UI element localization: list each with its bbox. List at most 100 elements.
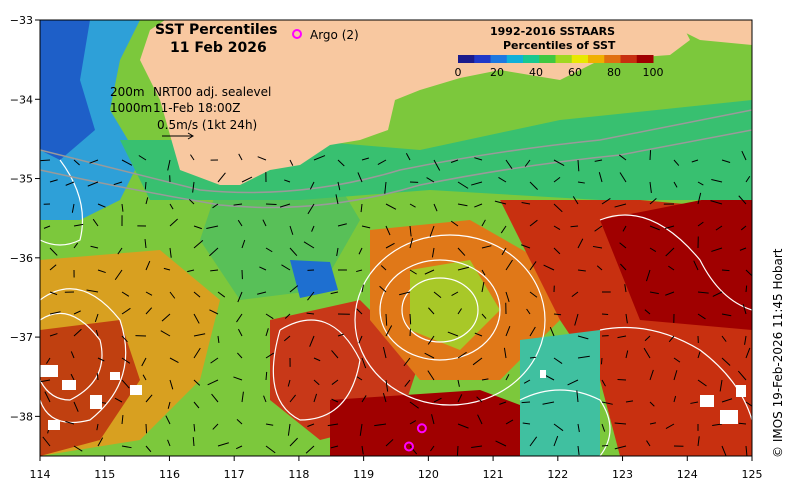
legend-tick-label: 20 <box>490 66 504 79</box>
current-vectors <box>40 150 752 456</box>
land-east <box>660 20 752 45</box>
current-vector <box>289 159 294 166</box>
current-vector <box>673 181 678 188</box>
current-vector <box>600 357 603 365</box>
current-vector <box>553 225 561 230</box>
current-vector <box>358 335 363 344</box>
y-tick-label: −37 <box>10 331 33 344</box>
current-vector <box>457 351 467 359</box>
current-vector <box>281 264 291 271</box>
current-vector <box>307 423 315 427</box>
current-vector <box>577 181 585 184</box>
current-vector <box>457 247 466 256</box>
current-vector <box>145 291 153 296</box>
current-vector <box>192 181 195 193</box>
argo-float-marker <box>416 423 427 434</box>
current-vector <box>673 357 681 363</box>
current-vector <box>596 265 603 271</box>
current-vector <box>142 374 147 381</box>
current-vector <box>193 423 196 432</box>
current-vector <box>145 307 153 315</box>
x-tick-label: 124 <box>677 468 698 481</box>
current-vector <box>193 239 204 249</box>
current-vector <box>141 357 147 367</box>
current-vector <box>543 264 555 271</box>
current-vector <box>236 418 243 425</box>
current-vector <box>614 422 627 425</box>
current-vector <box>712 423 723 426</box>
current-vector <box>697 181 704 186</box>
velocity-arrowhead <box>187 132 194 140</box>
current-vector <box>356 376 363 381</box>
current-vector <box>521 244 531 249</box>
current-vector <box>385 203 397 210</box>
current-vector <box>474 203 483 208</box>
current-vector <box>289 225 294 235</box>
velocity-label: 0.5m/s (1kt 24h) <box>157 118 257 132</box>
current-vector <box>427 370 435 381</box>
current-vector <box>382 346 387 359</box>
current-vector <box>715 225 723 231</box>
credit-label: © IMOS 19-Feb-2026 11:45 Hobart <box>771 248 785 458</box>
current-vector <box>574 313 579 326</box>
current-vector <box>187 269 195 273</box>
current-vector <box>625 313 628 324</box>
current-vector <box>477 414 483 425</box>
current-vector <box>307 203 315 215</box>
current-vector <box>73 223 84 227</box>
current-vector <box>233 376 243 381</box>
current-vector <box>241 391 244 403</box>
current-vector <box>526 308 531 315</box>
current-vector <box>601 313 609 316</box>
current-vector <box>523 379 531 384</box>
current-vector <box>601 401 613 405</box>
current-vector <box>409 203 416 208</box>
current-vector <box>337 333 344 337</box>
current-vector <box>192 437 195 447</box>
current-vector <box>309 335 315 347</box>
current-vector <box>65 421 75 425</box>
current-vector <box>73 328 82 337</box>
current-vector <box>279 203 291 208</box>
current-vector <box>265 328 269 337</box>
current-vector <box>620 263 627 271</box>
current-vector <box>361 284 364 293</box>
current-vector <box>138 155 147 161</box>
current-vector <box>305 445 315 454</box>
current-vector <box>433 291 442 298</box>
current-vector <box>313 379 320 386</box>
current-vector <box>424 352 435 359</box>
x-tick-label: 114 <box>30 468 51 481</box>
current-vector <box>577 355 590 359</box>
current-vector <box>664 225 675 230</box>
current-vector <box>46 357 51 364</box>
current-vector <box>553 313 562 316</box>
current-vector <box>163 267 171 271</box>
current-vector <box>40 379 51 383</box>
current-vector <box>114 269 123 281</box>
current-vector <box>697 291 709 294</box>
current-vector <box>481 313 487 319</box>
current-vector <box>382 393 387 403</box>
current-vector <box>97 357 105 362</box>
current-vector <box>697 313 706 320</box>
current-vector <box>472 357 483 366</box>
current-vector <box>721 398 733 403</box>
plot-frame <box>39 19 753 457</box>
current-vector <box>377 159 387 165</box>
current-vector <box>649 401 655 407</box>
current-vector <box>284 313 291 319</box>
current-vector <box>238 153 243 161</box>
current-vector <box>405 152 411 161</box>
current-vector <box>210 269 219 272</box>
current-vector <box>265 352 275 359</box>
current-vector <box>617 378 627 381</box>
legend-title-line1: 1992-2016 SSTAARS <box>490 25 615 38</box>
current-vector <box>549 326 555 337</box>
current-vector <box>145 423 148 434</box>
legend-swatch <box>458 55 475 63</box>
current-vector <box>450 159 459 163</box>
current-vector <box>358 247 363 255</box>
current-vector <box>257 156 267 161</box>
current-vector <box>739 247 747 251</box>
